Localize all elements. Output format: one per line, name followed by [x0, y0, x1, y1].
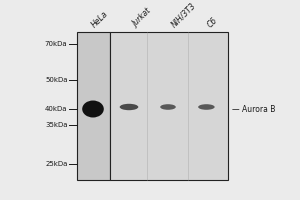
Bar: [110, 32, 228, 180]
Text: 40kDa: 40kDa: [45, 106, 68, 112]
Text: 70kDa: 70kDa: [45, 41, 68, 47]
Text: — Aurora B: — Aurora B: [232, 104, 276, 114]
Bar: [76, 32, 110, 180]
Ellipse shape: [160, 104, 176, 110]
Ellipse shape: [82, 100, 104, 117]
Ellipse shape: [120, 104, 138, 110]
Text: Jurkat: Jurkat: [130, 7, 153, 29]
Ellipse shape: [198, 104, 215, 110]
Text: C6: C6: [206, 15, 219, 29]
Text: HeLa: HeLa: [90, 9, 110, 29]
Text: 35kDa: 35kDa: [45, 122, 68, 128]
Text: 50kDa: 50kDa: [45, 77, 68, 83]
Text: 25kDa: 25kDa: [45, 161, 68, 167]
Text: NIH/3T3: NIH/3T3: [169, 1, 198, 29]
